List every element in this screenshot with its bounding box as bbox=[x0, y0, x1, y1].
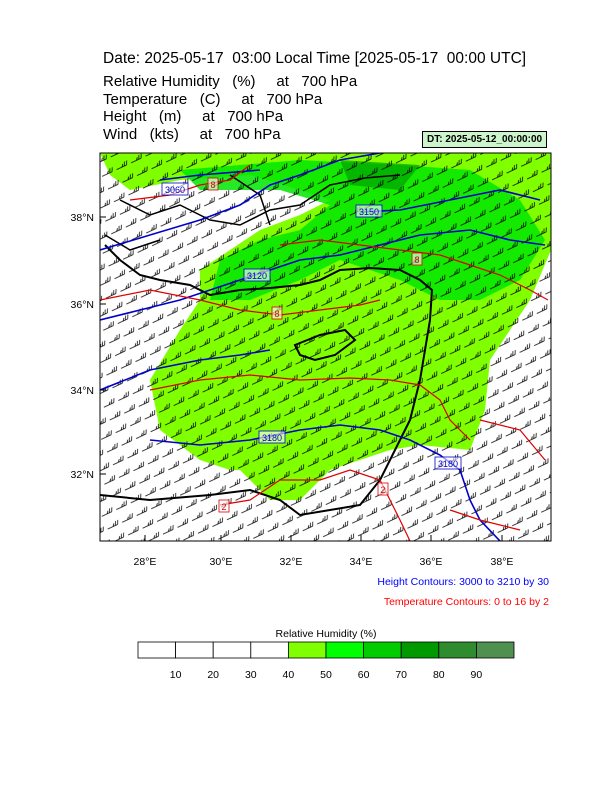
map-frame bbox=[99, 152, 552, 542]
colorbar-label: 80 bbox=[433, 669, 445, 681]
title: Date: 2025-05-17 03:00 Local Time [2025-… bbox=[103, 50, 527, 67]
colorbar-box bbox=[250, 641, 289, 659]
x-tick-label: 38°E bbox=[491, 556, 514, 568]
header-line: Relative Humidity (%) at 700 hPa bbox=[103, 73, 358, 90]
height-label-box bbox=[434, 456, 462, 470]
temp-label: 8 bbox=[210, 180, 215, 190]
colorbar-box bbox=[137, 641, 176, 659]
header-line: Wind (kts) at 700 hPa bbox=[103, 125, 281, 143]
height-label: 3180 bbox=[262, 433, 282, 443]
height-label: 3060 bbox=[165, 185, 185, 195]
colorbar-title: Relative Humidity (%) bbox=[276, 628, 377, 640]
colorbar-box bbox=[325, 641, 364, 659]
colorbar-label: 50 bbox=[320, 669, 332, 681]
temp-label: 8 bbox=[274, 309, 279, 319]
y-tick-label: 36°N bbox=[71, 299, 94, 311]
temp-note: Temperature Contours: 0 to 16 by 2 bbox=[384, 596, 549, 608]
colorbar-label: 10 bbox=[170, 669, 182, 681]
x-tick-label: 30°E bbox=[210, 556, 233, 568]
height-label-box bbox=[161, 182, 189, 196]
y-tick-label: 34°N bbox=[71, 385, 94, 397]
height-label-box bbox=[355, 204, 383, 218]
height-label-box bbox=[258, 430, 286, 444]
x-tick-label: 36°E bbox=[420, 556, 443, 568]
colorbar-box bbox=[287, 641, 327, 659]
colorbar: Relative Humidity (%) 10 20 30 40 50 60 70 80 90 bbox=[137, 628, 515, 681]
timestamp-box: DT: 2025-05-12_00:00:00 bbox=[422, 131, 548, 148]
temp-label-box bbox=[207, 177, 219, 191]
colorbar-box bbox=[438, 641, 477, 659]
x-tick-label: 32°E bbox=[280, 556, 303, 568]
colorbar-label: 70 bbox=[395, 669, 407, 681]
height-label: 3180 bbox=[438, 459, 458, 469]
temp-label: 2 bbox=[221, 502, 226, 512]
colorbar-box bbox=[475, 641, 515, 659]
header-line: Height (m) at 700 hPa bbox=[103, 108, 284, 125]
colorbar-box bbox=[400, 641, 440, 659]
map-area bbox=[100, 153, 551, 541]
temp-label-box bbox=[411, 252, 423, 266]
height-label: 3120 bbox=[247, 271, 267, 281]
y-tick-label: 38°N bbox=[71, 212, 94, 224]
colorbar-box bbox=[363, 641, 402, 659]
x-tick-label: 34°E bbox=[350, 556, 373, 568]
temp-label-box bbox=[218, 499, 230, 513]
colorbar-label: 90 bbox=[471, 669, 483, 681]
colorbar-label: 30 bbox=[245, 669, 257, 681]
height-note: Height Contours: 3000 to 3210 by 30 bbox=[377, 576, 549, 588]
temp-label: 8 bbox=[414, 255, 419, 265]
colorbar-label: 40 bbox=[283, 669, 295, 681]
y-tick-label: 32°N bbox=[71, 469, 94, 481]
x-tick-label: 28°E bbox=[134, 556, 157, 568]
temp-label-box bbox=[271, 306, 283, 320]
colorbar-label: 60 bbox=[358, 669, 370, 681]
temp-label-box bbox=[377, 482, 389, 496]
colorbar-label: 20 bbox=[207, 669, 219, 681]
height-label: 3150 bbox=[359, 207, 379, 217]
header-line: Temperature (C) at 700 hPa bbox=[103, 90, 323, 108]
colorbar-box bbox=[175, 641, 214, 659]
height-label-box bbox=[243, 268, 271, 282]
colorbar-box bbox=[212, 641, 252, 659]
temp-label: 2 bbox=[380, 485, 385, 495]
